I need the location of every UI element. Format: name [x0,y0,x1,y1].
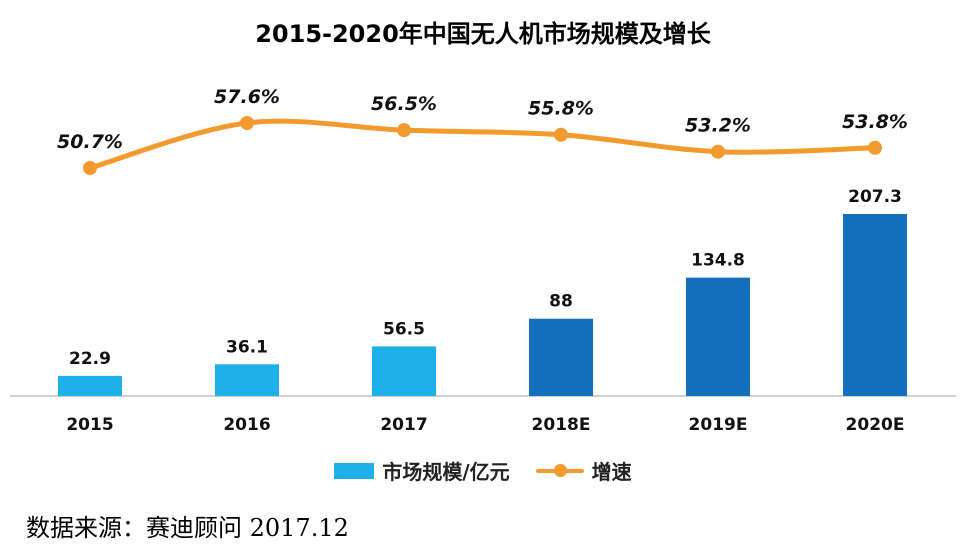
bar-2015 [58,375,122,396]
growth-label-2017: 56.5% [371,93,437,115]
source-note: 数据来源：赛迪顾问 2017.12 [26,514,349,542]
legend: 市场规模/亿元 增速 [0,456,966,485]
x-tick-label-2019E: 2019E [689,415,748,435]
growth-label-2015: 50.7% [57,131,123,153]
growth-point-2017 [397,123,411,138]
legend-bar-label: 市场规模/亿元 [382,460,510,484]
x-tick-label-2018E: 2018E [532,415,591,435]
x-tick-label-2017: 2017 [380,415,427,435]
x-tick-label-2016: 2016 [223,415,270,435]
growth-point-2016 [240,116,254,130]
growth-point-2018E [554,127,568,142]
bar-2017 [372,346,436,396]
growth-label-2020E: 53.8% [842,111,908,133]
x-tick-label-2015: 2015 [66,415,113,435]
growth-label-2018E: 55.8% [528,98,594,120]
bar-2019E [686,277,750,396]
bar-label-2020E: 207.3 [848,187,902,207]
legend-item-line: 增速 [535,456,632,485]
bar-label-2015: 22.9 [69,349,111,369]
growth-point-2020E [868,140,882,155]
bar-2016 [215,364,279,396]
growth-line [87,118,878,171]
bar-label-2019E: 134.8 [691,251,745,271]
legend-line-label: 增速 [591,460,632,484]
chart-title: 2015-2020年中国无人机市场规模及增长 [255,20,711,48]
growth-point-2019E [711,144,725,159]
growth-label-2016: 57.6% [214,86,280,108]
legend-line-swatch [535,463,584,478]
bar-2020E [843,214,907,396]
growth-point-2015 [83,161,97,175]
bar-label-2017: 56.5 [383,319,425,339]
bar-label-2018E: 88 [549,292,573,312]
legend-bar-swatch [334,462,375,479]
x-tick-label-2020E: 2020E [846,415,905,435]
legend-item-bar: 市场规模/亿元 [334,456,510,485]
growth-label-2019E: 53.2% [685,115,751,137]
bar-label-2016: 36.1 [226,337,268,357]
bar-2018E [529,318,593,396]
